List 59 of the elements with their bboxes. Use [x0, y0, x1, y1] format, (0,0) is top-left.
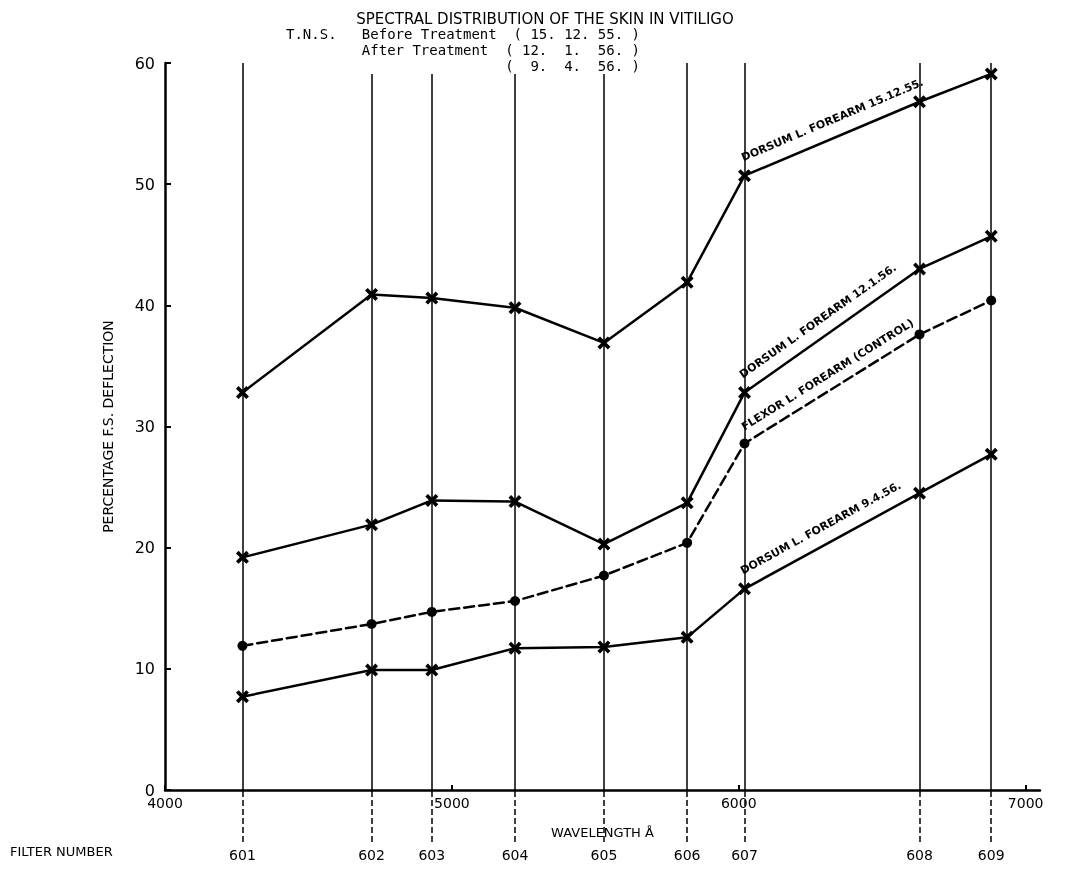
point [425, 663, 439, 677]
point [682, 537, 693, 548]
annotation: 602 [358, 847, 385, 863]
x-tick-label: 6000 [720, 795, 757, 811]
annotation: 609 [977, 847, 1005, 863]
annotation: 603 [418, 847, 446, 863]
point [510, 595, 520, 606]
point [984, 447, 998, 461]
x-tick-label: 7000 [1007, 795, 1044, 811]
point [508, 301, 522, 315]
y-tick-label: 10 [134, 659, 155, 679]
point [739, 438, 750, 449]
point [425, 493, 439, 507]
point [425, 291, 439, 305]
x-tick-label: 5000 [434, 795, 470, 811]
point [235, 690, 249, 704]
point [986, 295, 997, 306]
annotation: 608 [906, 847, 933, 863]
point [738, 582, 752, 596]
point [597, 640, 611, 654]
point [913, 486, 927, 500]
y-tick-label: 40 [134, 295, 155, 315]
annotation: 607 [731, 847, 758, 863]
annotation: 601 [229, 847, 256, 863]
point [680, 275, 694, 289]
chart-subtitle: T.N.S. Before Treatment ( 15. 12. 55. ) After Treatment ( 12. 1. 56. ) ( 9. 4. 56. ) [285, 26, 640, 74]
x-axis-title: WAVELENGTH Å [551, 825, 655, 840]
annotation: 605 [590, 847, 618, 863]
point [365, 663, 379, 677]
annotation: 604 [501, 847, 529, 863]
point [365, 518, 379, 532]
point [984, 229, 998, 243]
y-tick-label: 20 [134, 538, 155, 558]
point [913, 262, 927, 276]
point [597, 336, 611, 350]
point [508, 641, 522, 655]
text: FILTER NUMBER [10, 844, 113, 859]
point [984, 67, 998, 81]
point [680, 630, 694, 644]
point [598, 570, 609, 581]
point [237, 640, 248, 651]
y-tick-label: 30 [134, 417, 155, 436]
point [680, 496, 694, 510]
y-tick-label: 50 [134, 174, 155, 194]
x-tick-label: 4000 [147, 795, 183, 811]
point [365, 287, 379, 301]
point [738, 386, 752, 400]
point [235, 550, 249, 564]
point [235, 386, 249, 400]
annotation: 606 [673, 847, 701, 863]
point [426, 606, 437, 617]
y-tick-label: 60 [134, 53, 155, 73]
point [738, 169, 752, 183]
point [508, 495, 522, 509]
point [366, 619, 377, 629]
y-axis-title: PERCENTAGE F.S. DEFLECTION [100, 320, 116, 533]
point [914, 329, 925, 340]
point [597, 537, 611, 551]
chart-title: SPECTRAL DISTRIBUTION OF THE SKIN IN VITILIGO [356, 9, 734, 28]
